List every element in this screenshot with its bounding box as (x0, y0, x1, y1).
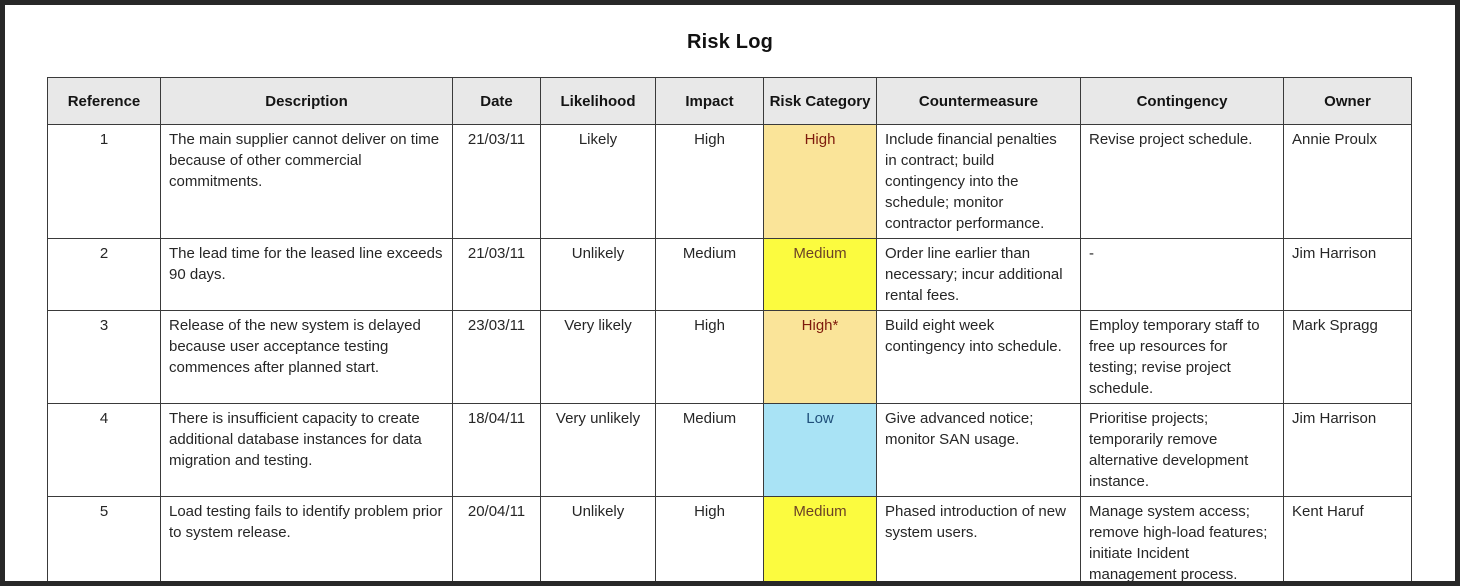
column-header-contingency: Contingency (1080, 77, 1284, 125)
risk-category-badge: High* (763, 310, 877, 404)
table-row: 2 The lead time for the leased line exce… (47, 238, 1412, 311)
cell-date: 23/03/11 (452, 310, 541, 404)
cell-contingency: Employ temporary staff to free up resour… (1080, 310, 1284, 404)
cell-countermeasure: Build eight week contingency into schedu… (876, 310, 1081, 404)
table-row: 3 Release of the new system is delayed b… (47, 310, 1412, 404)
cell-likelihood: Very likely (540, 310, 656, 404)
cell-likelihood: Unlikely (540, 496, 656, 581)
risk-category-badge: Medium (763, 238, 877, 311)
cell-owner: Jim Harrison (1283, 403, 1412, 497)
cell-likelihood: Unlikely (540, 238, 656, 311)
cell-impact: Medium (655, 403, 764, 497)
cell-reference: 4 (47, 403, 161, 497)
cell-countermeasure: Phased introduction of new system users. (876, 496, 1081, 581)
risk-category-badge: High (763, 124, 877, 239)
cell-contingency: Manage system access; remove high-load f… (1080, 496, 1284, 581)
cell-impact: High (655, 496, 764, 581)
cell-impact: Medium (655, 238, 764, 311)
cell-likelihood: Likely (540, 124, 656, 239)
cell-date: 18/04/11 (452, 403, 541, 497)
column-header-description: Description (160, 77, 453, 125)
cell-reference: 5 (47, 496, 161, 581)
cell-countermeasure: Order line earlier than necessary; incur… (876, 238, 1081, 311)
cell-description: There is insufficient capacity to create… (160, 403, 453, 497)
cell-description: The lead time for the leased line exceed… (160, 238, 453, 311)
table-row: 1 The main supplier cannot deliver on ti… (47, 124, 1412, 239)
column-header-impact: Impact (655, 77, 764, 125)
cell-description: Load testing fails to identify problem p… (160, 496, 453, 581)
cell-owner: Jim Harrison (1283, 238, 1412, 311)
column-header-reference: Reference (47, 77, 161, 125)
cell-countermeasure: Give advanced notice; monitor SAN usage. (876, 403, 1081, 497)
risk-log-table: Reference Description Date Likelihood Im… (47, 77, 1412, 581)
cell-date: 21/03/11 (452, 124, 541, 239)
cell-impact: High (655, 310, 764, 404)
cell-countermeasure: Include financial penalties in contract;… (876, 124, 1081, 239)
cell-owner: Kent Haruf (1283, 496, 1412, 581)
cell-contingency: - (1080, 238, 1284, 311)
risk-category-badge: Low (763, 403, 877, 497)
page-title: Risk Log (686, 31, 774, 53)
cell-likelihood: Very unlikely (540, 403, 656, 497)
column-header-owner: Owner (1283, 77, 1412, 125)
table-row: 4 There is insufficient capacity to crea… (47, 403, 1412, 497)
cell-impact: High (655, 124, 764, 239)
cell-description: Release of the new system is delayed bec… (160, 310, 453, 404)
cell-contingency: Prioritise projects; temporarily remove … (1080, 403, 1284, 497)
cell-owner: Mark Spragg (1283, 310, 1412, 404)
cell-description: The main supplier cannot deliver on time… (160, 124, 453, 239)
cell-date: 21/03/11 (452, 238, 541, 311)
column-header-date: Date (452, 77, 541, 125)
column-header-countermeasure: Countermeasure (876, 77, 1081, 125)
cell-owner: Annie Proulx (1283, 124, 1412, 239)
cell-reference: 2 (47, 238, 161, 311)
table-row: 5 Load testing fails to identify problem… (47, 496, 1412, 581)
table-header-row: Reference Description Date Likelihood Im… (47, 77, 1412, 125)
cell-contingency: Revise project schedule. (1080, 124, 1284, 239)
cell-reference: 1 (47, 124, 161, 239)
column-header-risk-category: Risk Category (763, 77, 877, 125)
cell-date: 20/04/11 (452, 496, 541, 581)
risk-category-badge: Medium (763, 496, 877, 581)
cell-reference: 3 (47, 310, 161, 404)
column-header-likelihood: Likelihood (540, 77, 656, 125)
